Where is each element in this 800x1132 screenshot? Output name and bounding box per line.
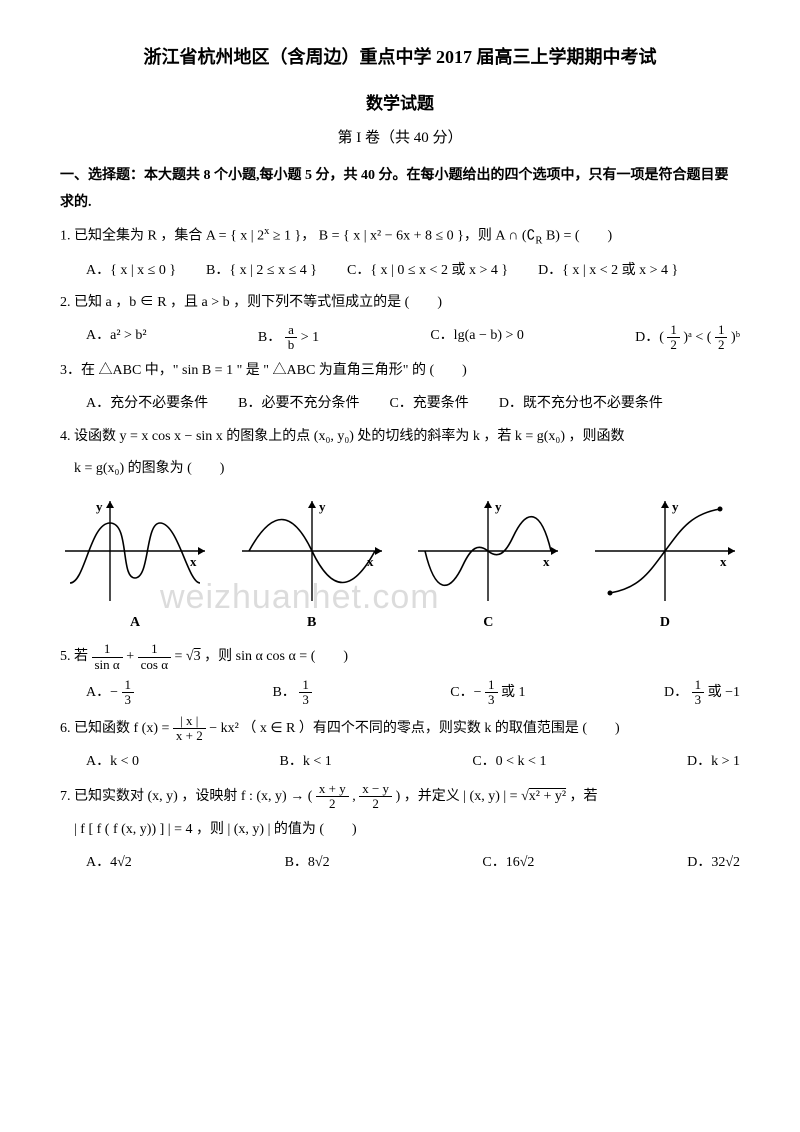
graph-C-box: y x C — [413, 493, 563, 637]
q5D-pre: D． — [664, 685, 688, 700]
q5-frac1: 1sin α — [92, 642, 123, 672]
question-6: 6. 已知函数 f (x) = | x |x + 2 − kx² （ x ∈ R… — [60, 714, 740, 744]
q2-opt-C: C．lg(a − b) > 0 — [430, 323, 524, 353]
graph-D-box: y x D — [590, 493, 740, 637]
q7-post: ，若 — [570, 789, 598, 804]
question-5: 5. 若 1sin α + 1cos α = √3 ，则 sin α cos α… — [60, 642, 740, 672]
q5D-post: 或 −1 — [704, 685, 740, 700]
question-1: 1. 已知全集为 R ，集合 A = { x | 2x ≥ 1 }， B = {… — [60, 222, 740, 251]
q1-stem-c: B) = ( ) — [542, 229, 612, 244]
exam-title-subject: 数学试题 — [60, 88, 740, 120]
question-2: 2. 已知 a ，b ∈ R ，且 a > b ，则下列不等式恒成立的是 ( ) — [60, 290, 740, 317]
q7-frac1: x + y2 — [316, 782, 349, 812]
graph-B-box: y x B — [237, 493, 387, 637]
question-4-line2: k = g(x₀) 的图象为 ( ) — [74, 456, 740, 483]
q5-mid: ，则 sin α cos α = ( ) — [204, 649, 348, 664]
section-heading: 一、选择题：本大题共 8 个小题,每小题 5 分，共 40 分。在每小题给出的四… — [60, 163, 740, 216]
q7-frac2: x − y2 — [359, 782, 392, 812]
q5D-frac: 13 — [692, 678, 705, 708]
q6-opt-B: B．k < 1 — [280, 749, 332, 776]
q5A-pre: A．− — [86, 685, 118, 700]
q6-opt-C: C．0 < k < 1 — [472, 749, 546, 776]
q5-frac2: 1cos α — [138, 642, 171, 672]
q6-options: A．k < 0 B．k < 1 C．0 < k < 1 D．k > 1 — [86, 749, 740, 776]
axis-y-label: y — [96, 499, 103, 514]
q3-options: A．充分不必要条件 B．必要不充分条件 C．充要条件 D．既不充分也不必要条件 — [86, 391, 740, 418]
q2-B-pre: B． — [258, 330, 281, 345]
q1-options: A．{ x | x ≤ 0 } B．{ x | 2 ≤ x ≤ 4 } C．{ … — [86, 258, 740, 285]
q5-opt-B: B． 13 — [272, 678, 311, 708]
q7-sqrt: x² + y² — [529, 789, 566, 804]
q2-B-frac: ab — [285, 323, 298, 353]
q2-D-mid: )ᵃ < ( — [680, 330, 715, 345]
q5-opt-C: C．− 13 或 1 — [450, 678, 525, 708]
q5A-frac: 13 — [122, 678, 135, 708]
q7-pre: 7. 已知实数对 (x, y) ，设映射 f : (x, y) → ( — [60, 789, 316, 804]
q7-opt-A: A．4√2 — [86, 850, 132, 877]
q5C-frac: 13 — [485, 678, 498, 708]
q2-D-pre: D．( — [635, 330, 667, 345]
q3-opt-B: B．必要不充分条件 — [238, 391, 359, 418]
q2-D-frac1: 12 — [667, 323, 680, 353]
question-7-line2: | f [ f ( f (x, y)) ] | = 4 ，则 | (x, y) … — [74, 817, 740, 844]
q1-opt-D: D．{ x | x < 2 或 x > 4 } — [538, 258, 678, 285]
q2-opt-A: A．a² > b² — [86, 323, 147, 353]
q5-options: A．− 13 B． 13 C．− 13 或 1 D． 13 或 −1 — [86, 678, 740, 708]
q6-pre: 6. 已知函数 f (x) = — [60, 721, 173, 736]
axis-x-label: x — [190, 554, 197, 569]
axis-x-label: x — [543, 554, 550, 569]
q6-frac: | x |x + 2 — [173, 714, 206, 744]
q1-stem-b: ≥ 1 }， B = { x | x² − 6x + 8 ≤ 0 }，则 A ∩… — [269, 229, 535, 244]
axis-y-label: y — [672, 499, 679, 514]
q5-opt-D: D． 13 或 −1 — [664, 678, 740, 708]
q5C-post: 或 1 — [498, 685, 526, 700]
q5-opt-A: A．− 13 — [86, 678, 134, 708]
q2-options: A．a² > b² B． ab > 1 C．lg(a − b) > 0 D．( … — [86, 323, 740, 353]
q2-D-post: )ᵇ — [727, 330, 740, 345]
q3-opt-A: A．充分不必要条件 — [86, 391, 208, 418]
q3-opt-D: D．既不充分也不必要条件 — [499, 391, 663, 418]
graph-B: y x — [237, 493, 387, 608]
exam-part-title: 第 I 卷（共 40 分） — [60, 124, 740, 153]
graph-C: y x — [413, 493, 563, 608]
q7-mid2: ) ，并定义 | (x, y) | = — [396, 789, 522, 804]
axis-y-label: y — [495, 499, 502, 514]
q1-opt-A: A．{ x | x ≤ 0 } — [86, 258, 176, 285]
axis-x-label: x — [720, 554, 727, 569]
q5-sqrt: 3 — [194, 649, 201, 664]
graph-B-label: B — [237, 610, 387, 637]
question-3: 3．在 △ABC 中，" sin B = 1 " 是 " △ABC 为直角三角形… — [60, 358, 740, 385]
q2-D-frac2: 12 — [715, 323, 728, 353]
q1-opt-C: C．{ x | 0 ≤ x < 2 或 x > 4 } — [347, 258, 508, 285]
q7-opt-D: D．32√2 — [687, 850, 740, 877]
q5B-pre: B． — [272, 685, 295, 700]
graph-A-box: y x A — [60, 493, 210, 637]
q6-mid: − kx² （ x ∈ R ）有四个不同的零点，则实数 k 的取值范围是 ( ) — [209, 721, 619, 736]
question-7-line1: 7. 已知实数对 (x, y) ，设映射 f : (x, y) → ( x + … — [60, 782, 740, 812]
q1-stem-a: 1. 已知全集为 R ，集合 A = { x | 2 — [60, 229, 264, 244]
graph-C-label: C — [413, 610, 563, 637]
q7-opt-B: B．8√2 — [285, 850, 330, 877]
question-4-line1: 4. 设函数 y = x cos x − sin x 的图象上的点 (x₀, y… — [60, 424, 740, 451]
q3-opt-C: C．充要条件 — [389, 391, 468, 418]
q6-opt-A: A．k < 0 — [86, 749, 139, 776]
q7-opt-C: C．16√2 — [482, 850, 534, 877]
q5B-frac: 13 — [299, 678, 312, 708]
q6-opt-D: D．k > 1 — [687, 749, 740, 776]
q7-options: A．4√2 B．8√2 C．16√2 D．32√2 — [86, 850, 740, 877]
q1-opt-B: B．{ x | 2 ≤ x ≤ 4 } — [206, 258, 317, 285]
q7-mid1: , — [352, 789, 359, 804]
q4-graphs: y x A y x B y x C — [60, 493, 740, 637]
graph-A-label: A — [60, 610, 210, 637]
q5-pre: 5. 若 — [60, 649, 92, 664]
graph-D: y x — [590, 493, 740, 608]
q5C-pre: C．− — [450, 685, 481, 700]
graph-D-label: D — [590, 610, 740, 637]
axis-y-label: y — [319, 499, 326, 514]
graph-A: y x — [60, 493, 210, 608]
exam-title-main: 浙江省杭州地区（含周边）重点中学 2017 届高三上学期期中考试 — [60, 40, 740, 74]
q2-opt-B: B． ab > 1 — [258, 323, 319, 353]
q2-opt-D: D．( 12 )ᵃ < ( 12 )ᵇ — [635, 323, 740, 353]
